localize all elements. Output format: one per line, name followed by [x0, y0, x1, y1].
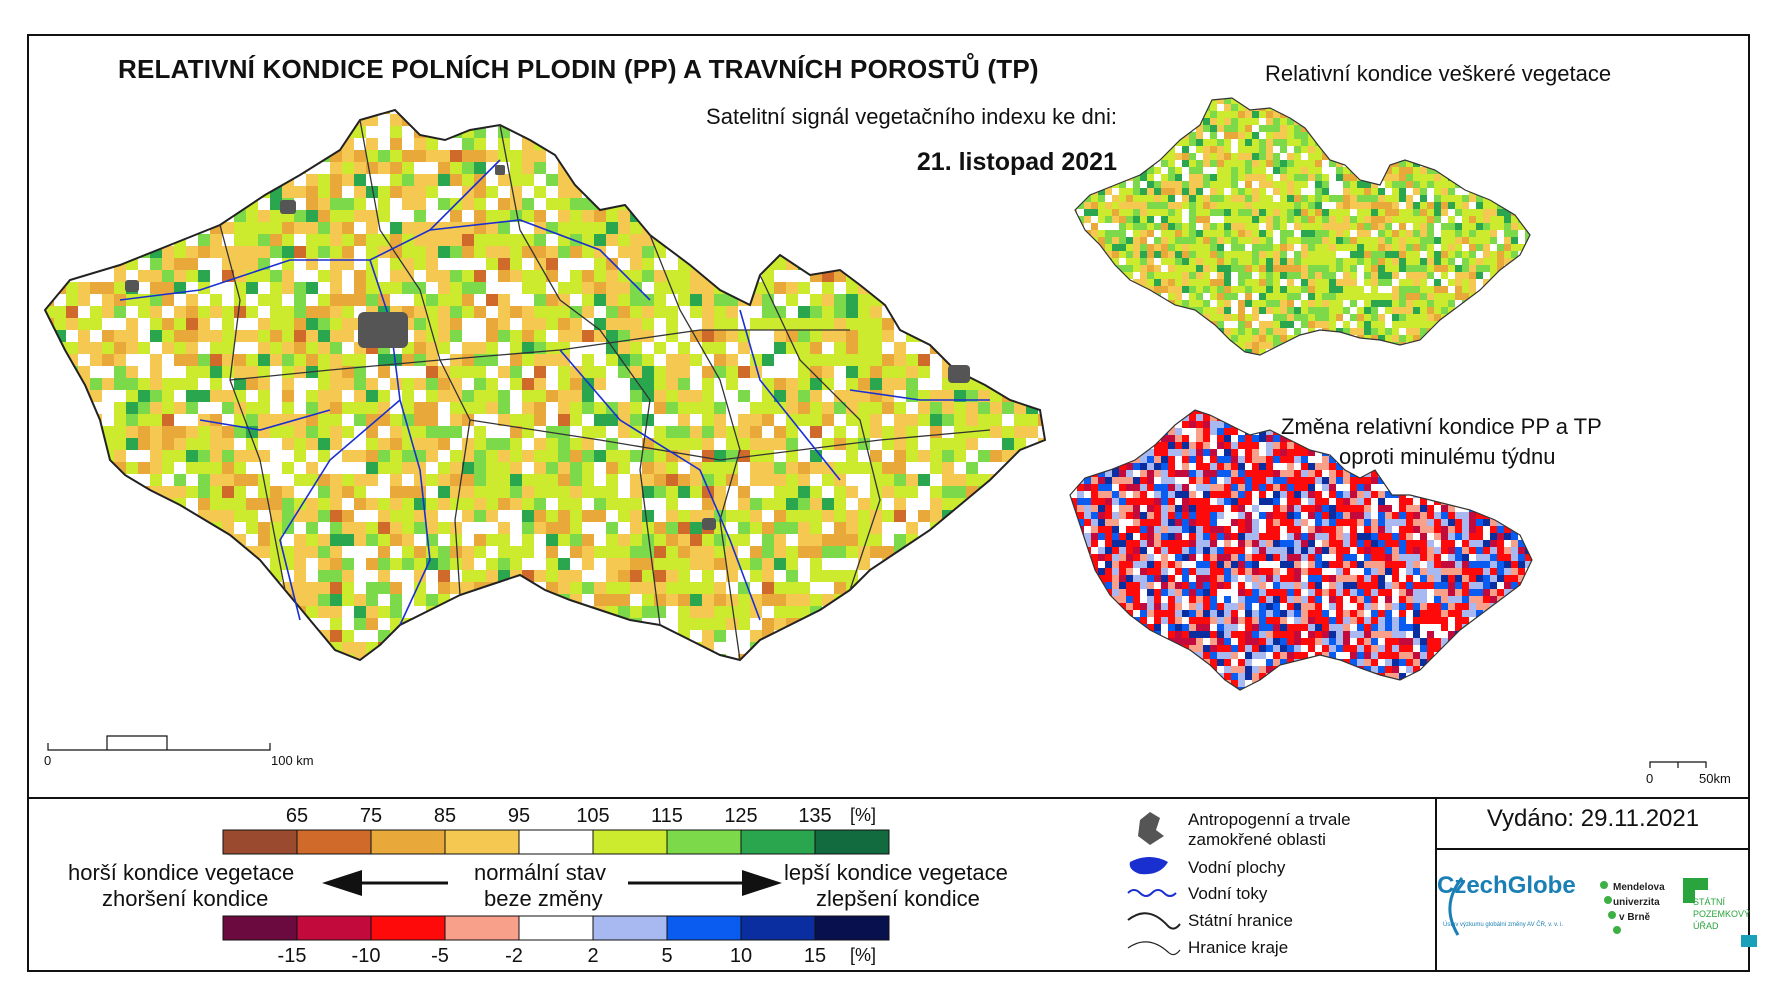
map-frame — [27, 34, 1750, 972]
colorbar-swatch — [370, 915, 446, 941]
condition-tick: 95 — [507, 805, 531, 827]
legend-divider — [27, 797, 1750, 799]
mendel-line: Mendelova — [1613, 882, 1665, 893]
colorbar-swatch — [222, 915, 298, 941]
water-course-symbol — [1127, 889, 1177, 897]
change-tick: 10 — [729, 945, 753, 967]
colorbar-swatch — [518, 915, 594, 941]
colorbar-swatch — [666, 829, 742, 855]
change-tick: 5 — [661, 945, 673, 967]
main-map-raster — [45, 110, 1045, 660]
mendel-line: univerzita — [1613, 897, 1660, 908]
symbol-anthropogenic-1: Antropogenní a trvale — [1188, 810, 1351, 829]
czechglobe-logo: CzechGlobe — [1437, 872, 1576, 899]
colorbar-swatch — [370, 829, 446, 855]
legend-better-1: lepší kondice vegetace — [784, 860, 1008, 885]
anthropogenic-symbol — [1138, 812, 1164, 845]
colorbar-swatch — [740, 915, 816, 941]
symbol-water-bodies: Vodní plochy — [1188, 858, 1286, 877]
inset-scale-zero: 0 — [1646, 771, 1654, 786]
issued-date: Vydáno: 29.11.2021 — [1486, 805, 1700, 832]
change-unit: [%] — [850, 945, 877, 965]
mendel-logo-dots — [1600, 881, 1621, 934]
scale-bar-main — [47, 735, 271, 751]
inset-vegetation-border — [1074, 97, 1531, 356]
colorbar-swatch — [296, 829, 372, 855]
spu-logo: STÁTNÍ POZEMKOVÝ ÚŘAD — [1693, 896, 1750, 932]
change-tick: -5 — [431, 945, 449, 967]
symbol-region-border: Hranice kraje — [1188, 938, 1289, 957]
colorbar-swatch — [518, 829, 594, 855]
arrow-left — [322, 870, 448, 896]
colorbar-swatch — [814, 829, 890, 855]
main-scale-end: 100 km — [271, 753, 314, 768]
condition-tick: 85 — [433, 805, 457, 827]
condition-tick: 135 — [798, 805, 832, 827]
spu-line: POZEMKOVÝ — [1693, 909, 1751, 919]
colorbar-swatch — [740, 829, 816, 855]
condition-tick: 115 — [651, 805, 683, 827]
symbol-water-courses: Vodní toky — [1188, 884, 1268, 903]
info-divider — [1435, 797, 1437, 972]
inset-change-title-1: Změna relativní kondice PP a TP — [1281, 414, 1602, 439]
change-tick: -15 — [277, 945, 307, 967]
legend-better-2: zlepšení kondice — [816, 886, 980, 911]
colorbar-swatch — [444, 829, 520, 855]
spu-line: STÁTNÍ — [1693, 897, 1726, 907]
colorbar-swatch — [444, 915, 520, 941]
colorbar-swatch — [592, 915, 668, 941]
condition-tick: 65 — [285, 805, 309, 827]
inset-vegetation-title: Relativní kondice veškeré vegetace — [1265, 61, 1612, 86]
anthropogenic-areas — [125, 165, 970, 530]
water-courses — [119, 159, 990, 626]
inset-change-title-2: oproti minulému týdnu — [1339, 444, 1556, 469]
condition-tick: 125 — [724, 805, 758, 827]
region-border-symbol — [1127, 941, 1181, 956]
colorbar-swatch — [592, 829, 668, 855]
condition-colorbar — [222, 829, 890, 855]
legend-normal-2: beze změny — [484, 886, 603, 911]
mendel-logo: Mendelova univerzita v Brně — [1613, 880, 1665, 925]
symbol-state-border: Státní hranice — [1188, 911, 1293, 930]
condition-tick: 75 — [359, 805, 383, 827]
main-scale-zero: 0 — [44, 753, 52, 768]
czechglobe-logo-arc — [1448, 877, 1464, 936]
condition-tick: 105 — [576, 805, 610, 827]
state-border-symbol — [1127, 912, 1181, 930]
state-border — [43, 108, 1047, 662]
inset-change-raster — [1070, 410, 1532, 690]
map-title: RELATIVNÍ KONDICE POLNÍCH PLODIN (PP) A … — [118, 54, 1039, 84]
czechglobe-subtitle: Ústav výzkumu globální změny AV ČR, v. v… — [1443, 922, 1564, 928]
map-subtitle: Satelitní signál vegetačního indexu ke d… — [706, 104, 1117, 129]
colorbar-swatch — [296, 915, 372, 941]
legend-worse-1: horší kondice vegetace — [68, 860, 295, 885]
mendel-line: v Brně — [1619, 912, 1651, 923]
change-tick: -10 — [351, 945, 381, 967]
region-borders — [219, 119, 991, 661]
change-tick: 2 — [587, 945, 599, 967]
colorbar-swatch — [222, 829, 298, 855]
condition-unit: [%] — [850, 805, 877, 825]
legend-normal-1: normální stav — [474, 860, 607, 885]
change-tick: -2 — [505, 945, 523, 967]
colorbar-swatch — [814, 915, 890, 941]
change-colorbar — [222, 915, 890, 941]
issued-divider — [1436, 848, 1750, 850]
map-date: 21. listopad 2021 — [916, 148, 1117, 176]
inset-change-border — [1069, 409, 1533, 691]
symbol-anthropogenic-2: zamokřené oblasti — [1188, 830, 1326, 849]
spu-line: ÚŘAD — [1693, 921, 1719, 931]
colorbar-swatch — [666, 915, 742, 941]
inset-scale-end: 50km — [1699, 771, 1731, 786]
spu-logo-mark — [1683, 878, 1757, 947]
water-body-symbol — [1129, 857, 1168, 875]
legend-worse-2: zhoršení kondice — [102, 886, 269, 911]
change-tick: 15 — [803, 945, 827, 967]
scale-bar-inset — [1649, 761, 1707, 768]
arrow-right — [628, 870, 782, 896]
